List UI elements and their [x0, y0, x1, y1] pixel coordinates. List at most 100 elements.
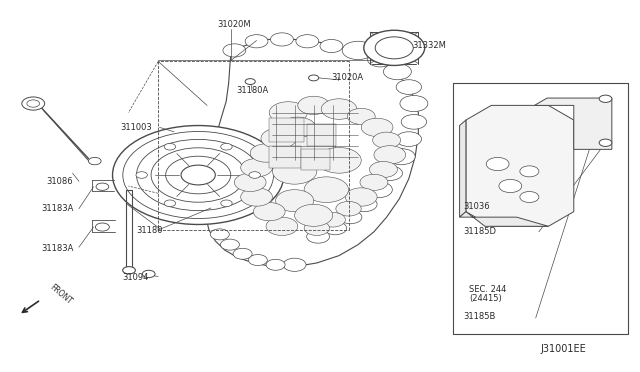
- Circle shape: [360, 174, 388, 190]
- Circle shape: [364, 30, 425, 65]
- Circle shape: [245, 78, 255, 84]
- Circle shape: [164, 200, 175, 206]
- Circle shape: [96, 183, 109, 190]
- Circle shape: [95, 223, 109, 231]
- Circle shape: [364, 182, 392, 198]
- Circle shape: [223, 44, 246, 57]
- Circle shape: [520, 192, 539, 202]
- Bar: [307, 124, 336, 146]
- Circle shape: [284, 258, 306, 272]
- Circle shape: [342, 41, 374, 60]
- Circle shape: [401, 115, 427, 129]
- Circle shape: [285, 135, 336, 164]
- Circle shape: [123, 267, 136, 274]
- Circle shape: [266, 217, 298, 235]
- Circle shape: [181, 165, 215, 185]
- Circle shape: [317, 148, 361, 173]
- Circle shape: [250, 144, 282, 162]
- Circle shape: [599, 139, 612, 147]
- Text: J31001EE: J31001EE: [541, 344, 586, 354]
- Circle shape: [348, 108, 375, 125]
- Circle shape: [22, 97, 45, 110]
- Circle shape: [304, 177, 349, 202]
- Circle shape: [234, 173, 266, 192]
- Circle shape: [166, 156, 231, 194]
- Text: 31086: 31086: [46, 177, 72, 186]
- Circle shape: [27, 100, 40, 107]
- Text: 31180: 31180: [136, 226, 163, 235]
- Polygon shape: [466, 105, 574, 226]
- Circle shape: [339, 211, 362, 224]
- Circle shape: [136, 140, 260, 211]
- Bar: [269, 146, 301, 168]
- Circle shape: [499, 179, 522, 193]
- Circle shape: [233, 248, 252, 259]
- Circle shape: [136, 172, 147, 178]
- Circle shape: [249, 172, 260, 178]
- Circle shape: [151, 148, 245, 202]
- Text: 31185B: 31185B: [463, 312, 496, 321]
- Circle shape: [486, 157, 509, 171]
- Circle shape: [241, 188, 273, 206]
- Circle shape: [142, 270, 155, 278]
- Circle shape: [520, 166, 539, 177]
- Circle shape: [321, 99, 356, 119]
- Bar: [269, 118, 304, 142]
- Text: (24415): (24415): [469, 294, 502, 303]
- Polygon shape: [460, 212, 548, 226]
- Circle shape: [320, 39, 343, 52]
- Circle shape: [599, 95, 612, 102]
- Circle shape: [400, 96, 428, 112]
- Text: 31180A: 31180A: [236, 86, 269, 95]
- Circle shape: [271, 33, 293, 46]
- Circle shape: [294, 204, 333, 226]
- Circle shape: [352, 197, 377, 212]
- Circle shape: [308, 75, 319, 81]
- Circle shape: [273, 158, 317, 184]
- Circle shape: [374, 146, 406, 164]
- Text: 31036: 31036: [463, 202, 490, 211]
- Circle shape: [245, 35, 268, 48]
- Circle shape: [346, 188, 377, 206]
- Circle shape: [372, 132, 401, 148]
- Polygon shape: [534, 98, 612, 149]
- Circle shape: [253, 202, 285, 221]
- Text: 311003: 311003: [120, 123, 152, 132]
- Polygon shape: [206, 39, 419, 267]
- Circle shape: [396, 132, 422, 147]
- Circle shape: [280, 117, 316, 138]
- Polygon shape: [460, 120, 466, 217]
- Text: FRONT: FRONT: [49, 282, 74, 306]
- Circle shape: [261, 128, 296, 149]
- Circle shape: [164, 144, 175, 150]
- Circle shape: [123, 131, 273, 218]
- Text: 31183A: 31183A: [41, 244, 73, 253]
- Circle shape: [113, 125, 284, 224]
- Circle shape: [266, 259, 285, 270]
- Circle shape: [367, 52, 393, 67]
- Text: 31094: 31094: [122, 273, 148, 282]
- Circle shape: [369, 161, 397, 177]
- Circle shape: [248, 254, 268, 266]
- Circle shape: [221, 144, 232, 150]
- Text: 31183A: 31183A: [41, 204, 73, 213]
- Circle shape: [276, 190, 314, 212]
- Circle shape: [383, 64, 412, 80]
- Circle shape: [221, 200, 232, 206]
- Circle shape: [361, 118, 393, 137]
- Circle shape: [220, 239, 239, 250]
- Circle shape: [320, 212, 346, 227]
- Text: SEC. 244: SEC. 244: [469, 285, 506, 294]
- Circle shape: [396, 80, 422, 94]
- Circle shape: [307, 230, 330, 243]
- Circle shape: [336, 201, 361, 216]
- Circle shape: [211, 229, 229, 240]
- Circle shape: [304, 221, 330, 235]
- Circle shape: [377, 166, 403, 180]
- Circle shape: [241, 158, 273, 177]
- Text: 31185D: 31185D: [463, 227, 497, 236]
- Bar: [301, 149, 330, 170]
- Circle shape: [88, 157, 101, 165]
- Circle shape: [387, 149, 415, 165]
- Circle shape: [298, 96, 330, 115]
